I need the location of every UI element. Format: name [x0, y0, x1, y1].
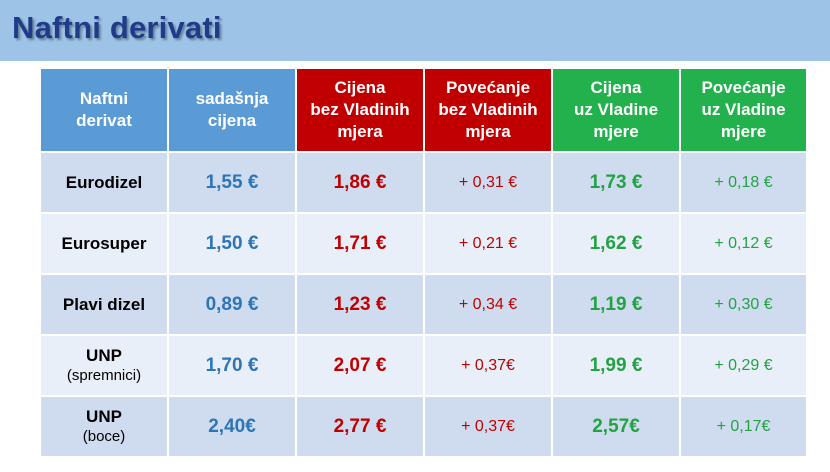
- current-price: 2,40€: [169, 397, 297, 458]
- price-without-measures: 2,77 €: [297, 397, 425, 458]
- increase-without-measures: + 0,37€: [425, 336, 553, 397]
- header-current-price: sadašnja cijena: [169, 69, 297, 153]
- header-price-with-measures: Cijena uz Vladine mjere: [553, 69, 681, 153]
- product-name: UNP (boce): [41, 397, 169, 458]
- header-increase-with-measures: Povećanje uz Vladine mjere: [681, 69, 808, 153]
- price-with-measures: 1,62 €: [553, 214, 681, 275]
- table-row: Eurodizel 1,55 € 1,86 € + 0,31 € 1,73 € …: [41, 153, 808, 214]
- increase-without-measures: + 0,21 €: [425, 214, 553, 275]
- table-row: Plavi dizel 0,89 € 1,23 € + 0,34 € 1,19 …: [41, 275, 808, 336]
- price-without-measures: 1,86 €: [297, 153, 425, 214]
- table-row: UNP (spremnici) 1,70 € 2,07 € + 0,37€ 1,9…: [41, 336, 808, 397]
- current-price: 1,55 €: [169, 153, 297, 214]
- table-header-row: Naftni derivat sadašnja cijena Cijena be…: [41, 69, 808, 153]
- title-bar: Naftni derivati: [0, 0, 830, 61]
- price-without-measures: 1,23 €: [297, 275, 425, 336]
- page-title: Naftni derivati: [12, 10, 222, 45]
- product-name: UNP (spremnici): [41, 336, 169, 397]
- product-subtitle: (spremnici): [66, 366, 142, 384]
- current-price: 1,70 €: [169, 336, 297, 397]
- increase-with-measures: + 0,12 €: [681, 214, 808, 275]
- increase-with-measures: + 0,30 €: [681, 275, 808, 336]
- header-product: Naftni derivat: [41, 69, 169, 153]
- increase-with-measures: + 0,17€: [681, 397, 808, 458]
- table-row: UNP (boce) 2,40€ 2,77 € + 0,37€ 2,57€ + 0…: [41, 397, 808, 458]
- header-price-without-measures: Cijena bez Vladinih mjera: [297, 69, 425, 153]
- price-with-measures: 1,19 €: [553, 275, 681, 336]
- increase-with-measures: + 0,29 €: [681, 336, 808, 397]
- increase-without-measures: + 0,34 €: [425, 275, 553, 336]
- price-with-measures: 1,73 €: [553, 153, 681, 214]
- product-name: Plavi dizel: [41, 275, 169, 336]
- increase-without-measures: + 0,37€: [425, 397, 553, 458]
- price-without-measures: 2,07 €: [297, 336, 425, 397]
- current-price: 1,50 €: [169, 214, 297, 275]
- increase-without-measures: + 0,31 €: [425, 153, 553, 214]
- price-with-measures: 2,57€: [553, 397, 681, 458]
- price-without-measures: 1,71 €: [297, 214, 425, 275]
- product-name: Eurosuper: [41, 214, 169, 275]
- product-subtitle: (boce): [82, 427, 126, 445]
- current-price: 0,89 €: [169, 275, 297, 336]
- increase-with-measures: + 0,18 €: [681, 153, 808, 214]
- product-name: Eurodizel: [41, 153, 169, 214]
- header-increase-without-measures: Povećanje bez Vladinih mjera: [425, 69, 553, 153]
- price-with-measures: 1,99 €: [553, 336, 681, 397]
- table-row: Eurosuper 1,50 € 1,71 € + 0,21 € 1,62 € …: [41, 214, 808, 275]
- fuel-price-table: Naftni derivat sadašnja cijena Cijena be…: [41, 69, 808, 458]
